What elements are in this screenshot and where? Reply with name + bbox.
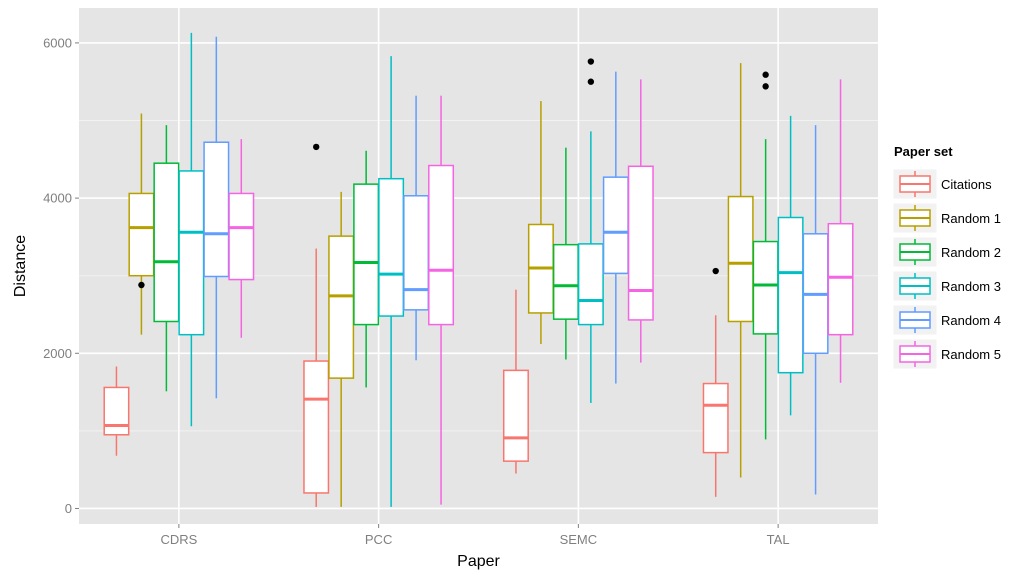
- box-iqr: [403, 195, 430, 311]
- y-tick-label: 6000: [43, 35, 72, 50]
- box-iqr: [178, 170, 205, 336]
- box-citations-tal: [702, 267, 729, 497]
- box-random-5-semc: [627, 79, 654, 363]
- box-citations-pcc: [303, 143, 330, 507]
- box-random-1-tal: [727, 63, 754, 478]
- legend-item-random-2: Random 2: [892, 236, 1001, 268]
- box-random-5-cdrs: [228, 139, 255, 338]
- box-iqr: [353, 183, 380, 326]
- y-axis-title: Distance: [12, 235, 29, 297]
- x-tick-label: CDRS: [160, 532, 197, 547]
- box-random-4-pcc: [403, 95, 430, 361]
- legend-label: Citations: [941, 177, 992, 192]
- box-iqr: [502, 369, 529, 462]
- box-random-3-semc: [577, 58, 604, 403]
- box-iqr: [303, 360, 330, 494]
- x-tick-label: PCC: [365, 532, 392, 547]
- outlier-point: [762, 83, 769, 90]
- box-iqr: [827, 222, 854, 336]
- box-random-2-semc: [552, 147, 579, 360]
- outlier-point: [587, 58, 595, 65]
- box-iqr: [103, 386, 130, 436]
- box-iqr: [428, 164, 455, 326]
- legend-label: Random 5: [941, 347, 1001, 362]
- box-iqr: [627, 165, 654, 321]
- outlier-point: [313, 143, 320, 151]
- x-axis: CDRS PCC SEMC TAL: [160, 524, 790, 547]
- box-iqr: [378, 177, 405, 317]
- box-random-1-semc: [527, 101, 554, 344]
- box-iqr: [328, 235, 355, 379]
- boxes-layer: [103, 32, 854, 507]
- box-random-4-tal: [802, 125, 829, 495]
- legend-label: Random 2: [941, 245, 1001, 260]
- legend-item-citations: Citations: [892, 168, 992, 200]
- box-iqr: [702, 382, 729, 454]
- y-tick-label: 0: [65, 501, 72, 516]
- box-iqr: [128, 192, 155, 277]
- box-random-2-tal: [752, 71, 779, 440]
- legend-label: Random 4: [941, 313, 1001, 328]
- box-iqr: [228, 192, 255, 281]
- y-axis: 0 2000 4000 6000: [43, 35, 79, 516]
- box-iqr: [727, 195, 754, 323]
- outlier-point: [762, 71, 769, 78]
- x-tick-label: TAL: [767, 532, 790, 547]
- outlier-point: [138, 281, 145, 289]
- legend-label: Random 1: [941, 211, 1001, 226]
- box-citations-semc: [502, 289, 529, 474]
- box-citations-cdrs: [103, 366, 130, 456]
- box-iqr: [602, 176, 629, 275]
- outlier-point: [712, 267, 719, 275]
- box-iqr: [577, 243, 604, 326]
- x-tick-label: SEMC: [560, 532, 598, 547]
- box-iqr: [203, 141, 230, 278]
- box-random-5-tal: [827, 79, 854, 383]
- box-random-2-cdrs: [153, 125, 180, 392]
- y-tick-label: 2000: [43, 346, 72, 361]
- box-iqr: [752, 240, 779, 335]
- legend: Paper set Citations Random 1 Random 2 Rando…: [892, 144, 1001, 370]
- legend-item-random-5: Random 5: [892, 338, 1001, 370]
- box-random-3-cdrs: [178, 32, 205, 427]
- box-iqr: [153, 162, 180, 323]
- outlier-point: [587, 78, 595, 85]
- box-random-5-pcc: [428, 95, 455, 505]
- x-axis-title: Paper: [457, 553, 500, 570]
- box-iqr: [552, 243, 579, 320]
- y-tick-label: 4000: [43, 191, 72, 206]
- box-iqr: [777, 216, 804, 374]
- legend-item-random-4: Random 4: [892, 304, 1001, 336]
- legend-item-random-3: Random 3: [892, 270, 1001, 302]
- legend-title: Paper set: [894, 144, 953, 159]
- legend-item-random-1: Random 1: [892, 202, 1001, 234]
- box-random-3-tal: [777, 115, 804, 416]
- legend-label: Random 3: [941, 279, 1001, 294]
